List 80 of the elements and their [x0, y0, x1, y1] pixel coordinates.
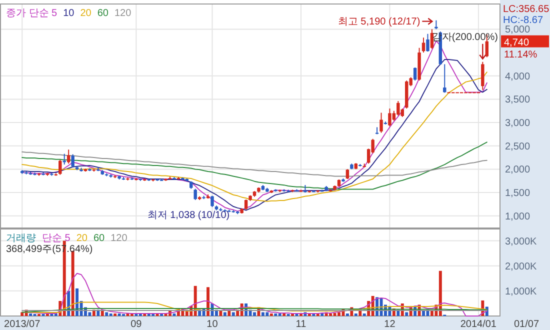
bar: [228, 310, 231, 316]
bar: [338, 312, 340, 316]
bar: [219, 310, 222, 316]
candlestick: [194, 188, 197, 200]
text: 120: [114, 8, 132, 19]
bar: [261, 312, 264, 316]
bar: [405, 312, 408, 316]
candlestick: [210, 195, 214, 208]
bar: [253, 312, 256, 316]
bar: [278, 313, 282, 316]
bar: [320, 313, 324, 316]
y-tick-label: 5,000: [505, 24, 530, 36]
annotation: 최고 5,190 (12/17): [338, 16, 420, 28]
bar: [109, 313, 112, 316]
text: LC:356.65: [503, 4, 550, 15]
bar: [422, 310, 425, 316]
y-tick-label: 4,000: [505, 71, 530, 82]
x-tick-label: 12: [384, 319, 396, 330]
bar: [20, 312, 24, 316]
y-tick-label: 1,000: [505, 211, 530, 222]
candlestick: [71, 154, 74, 168]
bar: [118, 313, 121, 316]
text: 60: [93, 233, 106, 244]
text: 종가 단순 5: [6, 8, 58, 19]
text: 60: [97, 8, 109, 19]
candlestick: [481, 61, 484, 90]
bar: [105, 312, 108, 316]
text: 10: [63, 8, 75, 19]
y-tick-label: 1,500: [505, 188, 530, 200]
text: 11.14%: [504, 49, 538, 60]
bar: [362, 313, 366, 316]
candlestick: [422, 37, 426, 54]
bar: [282, 313, 286, 316]
bar: [172, 313, 176, 316]
candlestick: [346, 168, 350, 180]
candlestick: [426, 33, 430, 52]
candlestick: [430, 28, 434, 50]
text: 20: [80, 8, 92, 19]
bar: [206, 287, 210, 316]
legend-title: 거래량: [6, 233, 36, 244]
text: 단순 5: [42, 233, 71, 244]
bar: [333, 312, 336, 316]
x-tick-label: 2013/07: [4, 319, 41, 330]
candlestick: [388, 108, 392, 127]
bar: [274, 313, 278, 316]
y-tick-label: 3,000K: [505, 236, 538, 248]
candlestick: [244, 199, 248, 210]
bar: [346, 313, 349, 316]
y-tick-label: 3,500: [505, 94, 530, 106]
bar: [354, 313, 358, 316]
y-tick-label: 2,000K: [505, 261, 538, 272]
candlestick: [58, 159, 62, 176]
bar: [29, 313, 32, 316]
y-tick-label: 2,000: [505, 164, 530, 176]
annotation: 최저 1,038 (10/10): [147, 210, 230, 222]
candlestick: [443, 64, 446, 94]
x-tick-label: 09: [130, 319, 142, 330]
x-tick-label: 11: [296, 319, 307, 330]
candlestick: [380, 112, 383, 134]
candlestick: [413, 66, 417, 82]
candlestick: [66, 149, 70, 164]
x-tick-label: 2014/01: [460, 319, 497, 330]
bar: [223, 312, 226, 316]
text: 20: [76, 233, 88, 244]
y-tick-label: 1,000K: [505, 286, 538, 298]
text: 01/07: [514, 319, 540, 330]
text: 120: [110, 233, 128, 244]
bar: [329, 313, 332, 316]
x-tick-label: 10: [206, 319, 218, 330]
text: HC:-8.67: [503, 15, 544, 26]
bar: [232, 312, 235, 316]
bar: [266, 312, 269, 316]
line-series: [22, 142, 488, 190]
text: 4,740: [504, 37, 530, 48]
bar: [114, 313, 117, 316]
y-tick-label: 3,000: [505, 118, 530, 130]
candlestick: [396, 100, 400, 116]
bar: [270, 313, 273, 316]
line-series: [22, 151, 488, 177]
y-tick-label: 2,500: [505, 141, 530, 152]
